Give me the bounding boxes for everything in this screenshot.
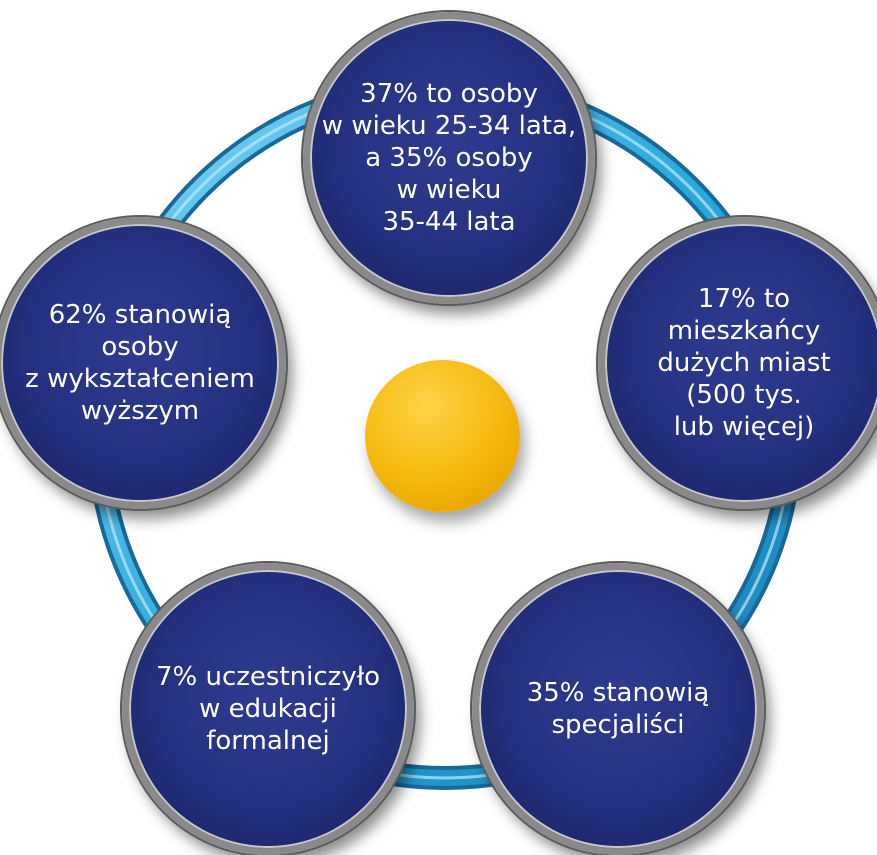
center-ball bbox=[365, 360, 520, 512]
node-higher-education: 62% stanowią osoby z wykształceniem wyżs… bbox=[0, 217, 286, 509]
node-big-cities: 17% to mieszkańcy dużych miast (500 tys.… bbox=[598, 217, 877, 509]
node-specialists-text: 35% stanowią specjaliści bbox=[526, 678, 710, 740]
node-higher-education-text: 62% stanowią osoby z wykształceniem wyżs… bbox=[25, 300, 255, 426]
node-formal-education-text: 7% uczestniczyło w edukacji formalnej bbox=[156, 662, 380, 756]
node-big-cities-text: 17% to mieszkańcy dużych miast (500 tys.… bbox=[657, 284, 831, 442]
node-specialists: 35% stanowią specjaliści bbox=[472, 563, 764, 855]
node-age: 37% to osoby w wieku 25-34 lata, a 35% o… bbox=[303, 12, 595, 304]
node-age-text: 37% to osoby w wieku 25-34 lata, a 35% o… bbox=[321, 79, 577, 237]
node-formal-education: 7% uczestniczyło w edukacji formalnej bbox=[122, 563, 414, 855]
